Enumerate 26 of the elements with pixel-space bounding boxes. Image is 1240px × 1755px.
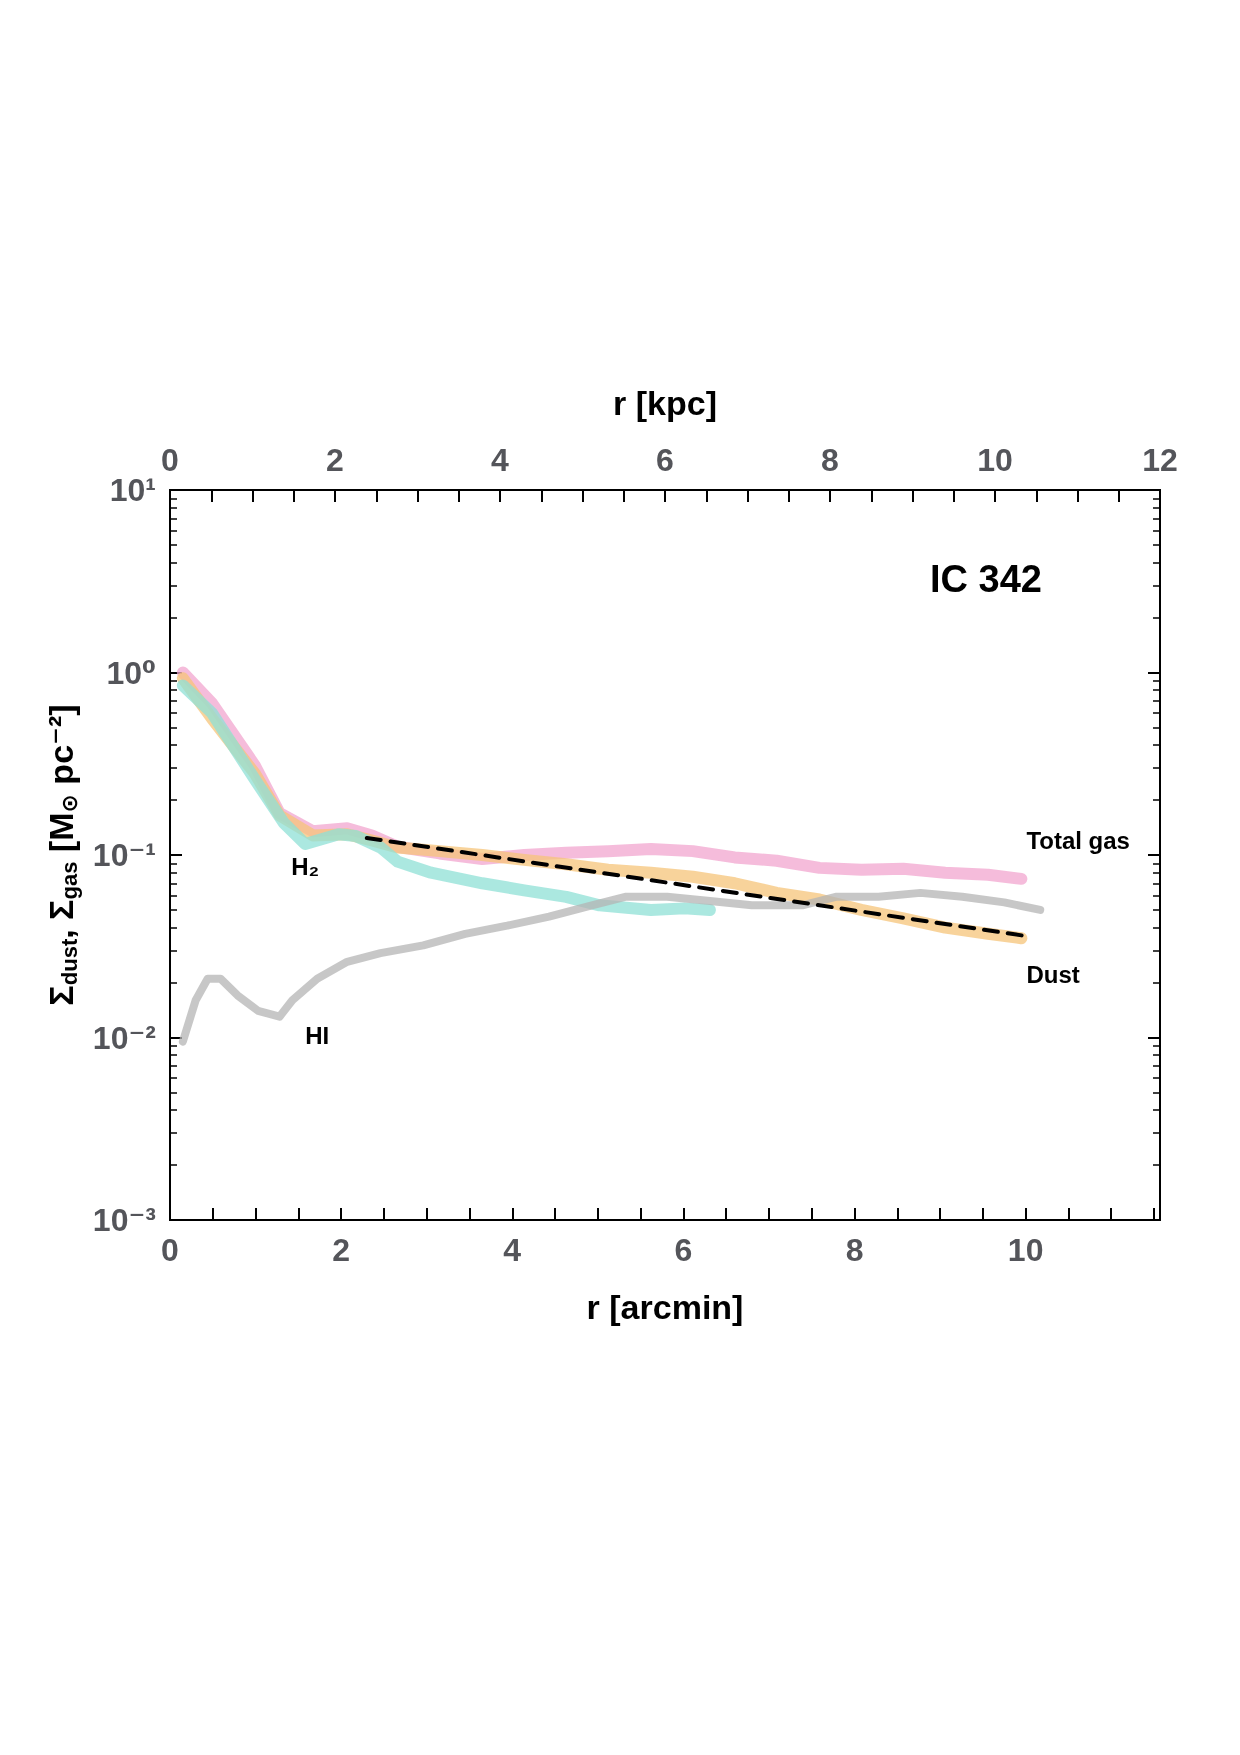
x2-axis-title: r [kpc] (613, 384, 717, 422)
x2-tick-label: 0 (161, 442, 179, 478)
y-tick-label: 10⁰ (106, 654, 156, 691)
annotation: IC 342 (930, 558, 1042, 600)
x2-tick-label: 8 (821, 442, 839, 478)
series-label: H₂ (291, 853, 320, 881)
y-tick-label: 10¹ (109, 472, 156, 508)
x2-tick-label: 2 (326, 442, 344, 478)
x2-tick-label: 10 (977, 442, 1013, 478)
x-axis-title: r [arcmin] (586, 1288, 744, 1326)
series-label: Total gas (1026, 827, 1130, 855)
y-tick-label: 10⁻¹ (92, 837, 156, 873)
x-tick-label: 6 (674, 1232, 693, 1268)
series-label: HI (305, 1022, 330, 1050)
x2-tick-label: 12 (1142, 442, 1178, 478)
x2-tick-label: 6 (656, 442, 674, 478)
series-label: Dust (1026, 960, 1080, 988)
y-tick-label: 10⁻² (92, 1019, 156, 1056)
y-axis-title: Σdust, Σgas [M⊙ pc⁻²] (41, 704, 82, 1006)
x-tick-label: 8 (845, 1232, 864, 1268)
x-tick-label: 10 (1007, 1232, 1044, 1268)
x-tick-label: 4 (503, 1232, 522, 1268)
x-tick-label: 2 (332, 1232, 351, 1268)
x2-tick-label: 4 (491, 442, 510, 478)
y-tick-label: 10⁻³ (92, 1202, 156, 1238)
x-tick-label: 0 (161, 1232, 179, 1268)
